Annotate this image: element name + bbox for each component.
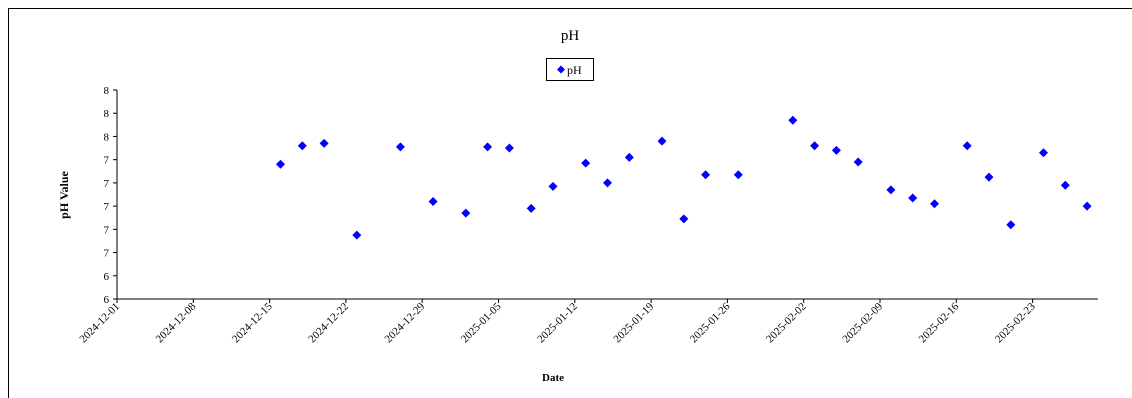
legend-marker xyxy=(557,65,565,74)
y-tick-label: 7 xyxy=(104,155,110,167)
y-tick-label: 7 xyxy=(104,178,110,190)
y-tick-label: 8 xyxy=(104,131,110,143)
marker xyxy=(701,170,711,180)
x-tick-label: 2025-01-05 xyxy=(459,300,504,345)
chart-frame xyxy=(8,8,1132,398)
marker xyxy=(548,181,558,191)
y-tick-label: 7 xyxy=(104,201,110,213)
marker xyxy=(581,158,591,168)
marker xyxy=(679,214,689,224)
marker xyxy=(395,142,405,152)
x-tick-label: 2024-12-15 xyxy=(230,300,275,345)
y-tick-label: 7 xyxy=(104,248,110,260)
x-tick-label: 2024-12-29 xyxy=(383,300,428,345)
marker xyxy=(733,170,743,180)
marker xyxy=(603,178,612,188)
marker xyxy=(1039,148,1048,158)
marker xyxy=(504,143,514,153)
marker xyxy=(984,172,994,182)
marker xyxy=(483,142,493,152)
x-tick-label: 2025-01-12 xyxy=(535,301,580,346)
y-tick-label: 8 xyxy=(104,108,110,120)
marker xyxy=(319,138,329,148)
marker xyxy=(352,230,362,240)
marker xyxy=(461,208,471,218)
x-tick-label: 2025-01-19 xyxy=(611,300,656,345)
x-tick-label: 2024-12-01 xyxy=(77,301,122,346)
x-tick-label: 2025-02-16 xyxy=(917,300,962,345)
marker xyxy=(657,136,667,146)
legend-box xyxy=(546,58,594,81)
x-tick-label: 2025-02-02 xyxy=(764,301,809,346)
marker xyxy=(1006,220,1016,230)
marker xyxy=(962,141,972,151)
marker xyxy=(526,203,536,213)
marker xyxy=(1060,180,1070,190)
marker xyxy=(831,145,841,155)
marker xyxy=(428,196,438,206)
x-tick-label: 2024-12-22 xyxy=(306,301,351,346)
marker xyxy=(930,199,939,209)
x-tick-label: 2025-01-26 xyxy=(688,300,733,345)
marker xyxy=(1082,201,1092,211)
legend-label: pH xyxy=(567,63,582,77)
marker xyxy=(624,152,634,162)
y-axis-label: pH Value xyxy=(57,170,71,218)
marker xyxy=(276,159,285,169)
marker xyxy=(908,193,918,203)
x-tick-label: 2024-12-08 xyxy=(154,300,199,345)
chart-title: pH xyxy=(561,28,580,44)
x-axis-label: Date xyxy=(542,372,564,384)
marker xyxy=(810,141,820,151)
y-tick-label: 6 xyxy=(104,294,110,306)
marker xyxy=(853,157,863,167)
y-tick-label: 8 xyxy=(104,85,110,97)
x-tick-label: 2025-02-23 xyxy=(993,300,1038,345)
x-tick-label: 2025-02-09 xyxy=(840,300,885,345)
y-tick-label: 6 xyxy=(104,271,110,283)
marker xyxy=(886,185,896,195)
marker xyxy=(788,115,798,125)
y-tick-label: 7 xyxy=(104,224,110,236)
marker xyxy=(297,141,307,151)
